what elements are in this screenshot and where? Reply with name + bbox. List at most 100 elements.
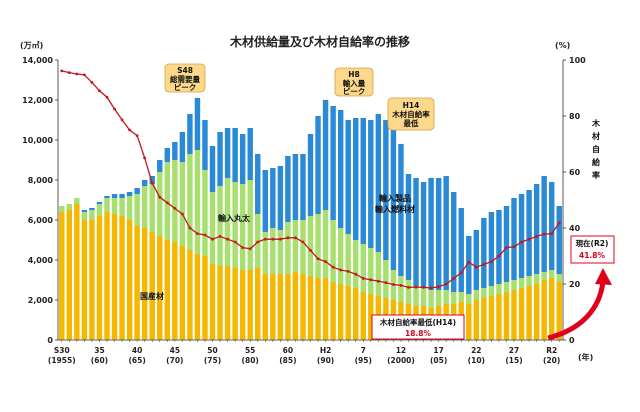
- right-axis-title-char-2: 自: [592, 144, 600, 154]
- rate-point-29: [278, 237, 282, 241]
- bar-0-9: [126, 220, 133, 340]
- bar-1-38: [345, 234, 351, 286]
- x-tick-label-13: R2: [546, 346, 557, 355]
- bar-1-36: [330, 220, 336, 282]
- rate-point-7: [113, 107, 116, 111]
- rate-point-17: [188, 226, 192, 230]
- bar-2-20: [209, 146, 216, 192]
- bar-2-54: [466, 236, 472, 294]
- rate-point-44: [392, 283, 395, 286]
- y-left-tick-2: 4,000: [28, 256, 54, 265]
- rate-point-45: [399, 284, 403, 287]
- bar-2-52: [451, 192, 457, 292]
- bar-0-6: [104, 212, 110, 340]
- rate-point-3: [82, 73, 86, 77]
- bar-1-27: [262, 232, 268, 274]
- current-rate-box-value: 41.8%: [579, 251, 606, 260]
- bar-2-44: [390, 130, 397, 270]
- bar-1-57: [488, 286, 495, 296]
- rate-point-25: [248, 247, 252, 251]
- bar-2-27: [262, 170, 268, 232]
- x-tick-sub-label-2: (65): [128, 356, 145, 365]
- y-left-tick-4: 8,000: [28, 176, 54, 185]
- x-tick-label-1: 35: [94, 346, 104, 355]
- x-tick-label-3: 45: [170, 346, 180, 355]
- y-left-tick-0: 0: [47, 336, 53, 345]
- bar-1-37: [337, 228, 344, 284]
- bar-1-8: [119, 198, 125, 216]
- bar-0-66: [556, 282, 562, 340]
- bar-2-36: [330, 106, 336, 220]
- x-tick-sub-label-12: (15): [505, 356, 522, 365]
- bar-1-16: [179, 162, 186, 246]
- bar-2-17: [187, 114, 193, 154]
- import-logs-label: 輸入丸太: [218, 213, 251, 223]
- bar-0-24: [239, 270, 246, 340]
- peak-demand-peak: ピーク: [174, 82, 197, 92]
- bar-1-53: [458, 292, 464, 302]
- rate-point-66: [557, 221, 561, 225]
- bar-1-9: [126, 196, 133, 220]
- rate-point-51: [444, 282, 448, 286]
- x-tick-sub-label-1: (60): [91, 356, 108, 365]
- chart-title: 木材供給量及び木材自給率の推移: [229, 34, 410, 49]
- bar-2-5: [96, 202, 103, 204]
- x-tick-sub-label-8: (95): [355, 356, 372, 365]
- x-tick-sub-label-7: (90): [317, 356, 334, 365]
- rate-point-60: [512, 245, 516, 249]
- bar-2-50: [435, 178, 442, 290]
- bar-2-33: [307, 134, 314, 216]
- rate-point-11: [143, 156, 147, 160]
- bar-2-42: [375, 114, 382, 252]
- bar-2-45: [398, 144, 404, 276]
- x-tick-label-8: 7: [361, 346, 366, 355]
- x-tick-sub-label-5: (80): [242, 356, 259, 365]
- bar-2-19: [202, 120, 208, 170]
- y-right-tick-5: 100: [569, 56, 586, 65]
- bar-2-53: [458, 208, 464, 292]
- rate-point-38: [346, 270, 350, 273]
- bar-1-22: [224, 178, 231, 266]
- bar-1-50: [435, 290, 442, 306]
- rate-point-30: [286, 236, 290, 240]
- bar-1-42: [375, 252, 382, 296]
- rate-point-43: [384, 281, 388, 284]
- bars-group: [59, 98, 562, 340]
- bar-1-5: [96, 204, 103, 216]
- bar-1-39: [353, 240, 359, 288]
- bar-1-66: [556, 274, 562, 282]
- bar-0-65: [548, 278, 555, 340]
- bar-0-1: [66, 210, 73, 340]
- bar-0-4: [89, 220, 95, 340]
- bar-2-12: [149, 176, 155, 184]
- peak-demand-callout-box: [164, 63, 206, 93]
- bar-0-39: [353, 288, 359, 340]
- rate-point-47: [414, 285, 418, 289]
- bar-1-23: [232, 182, 238, 268]
- y-left-tick-5: 10,000: [22, 136, 53, 145]
- bar-1-18: [194, 150, 201, 254]
- bar-1-61: [518, 278, 525, 288]
- bar-2-29: [277, 166, 284, 230]
- bar-1-34: [315, 214, 321, 278]
- x-tick-sub-label-9: (2000): [387, 356, 415, 365]
- rate-point-0: [60, 69, 64, 73]
- rate-point-22: [226, 237, 229, 241]
- bar-0-2: [74, 204, 80, 340]
- x-tick-sub-label-10: (05): [430, 356, 447, 365]
- bar-1-29: [277, 230, 284, 274]
- bar-2-65: [548, 182, 555, 270]
- y-left-tick-1: 2,000: [28, 296, 54, 305]
- bar-1-47: [413, 286, 419, 306]
- bar-2-59: [503, 206, 510, 282]
- bar-1-17: [187, 154, 193, 250]
- bar-2-25: [247, 128, 253, 180]
- bar-2-56: [481, 218, 487, 288]
- bar-1-0: [59, 206, 65, 212]
- bar-1-24: [239, 184, 246, 270]
- rate-point-53: [459, 271, 463, 275]
- self-sufficiency-line-group: [60, 69, 561, 290]
- rate-point-39: [354, 272, 358, 276]
- rate-point-34: [316, 257, 320, 261]
- bar-2-15: [172, 142, 178, 160]
